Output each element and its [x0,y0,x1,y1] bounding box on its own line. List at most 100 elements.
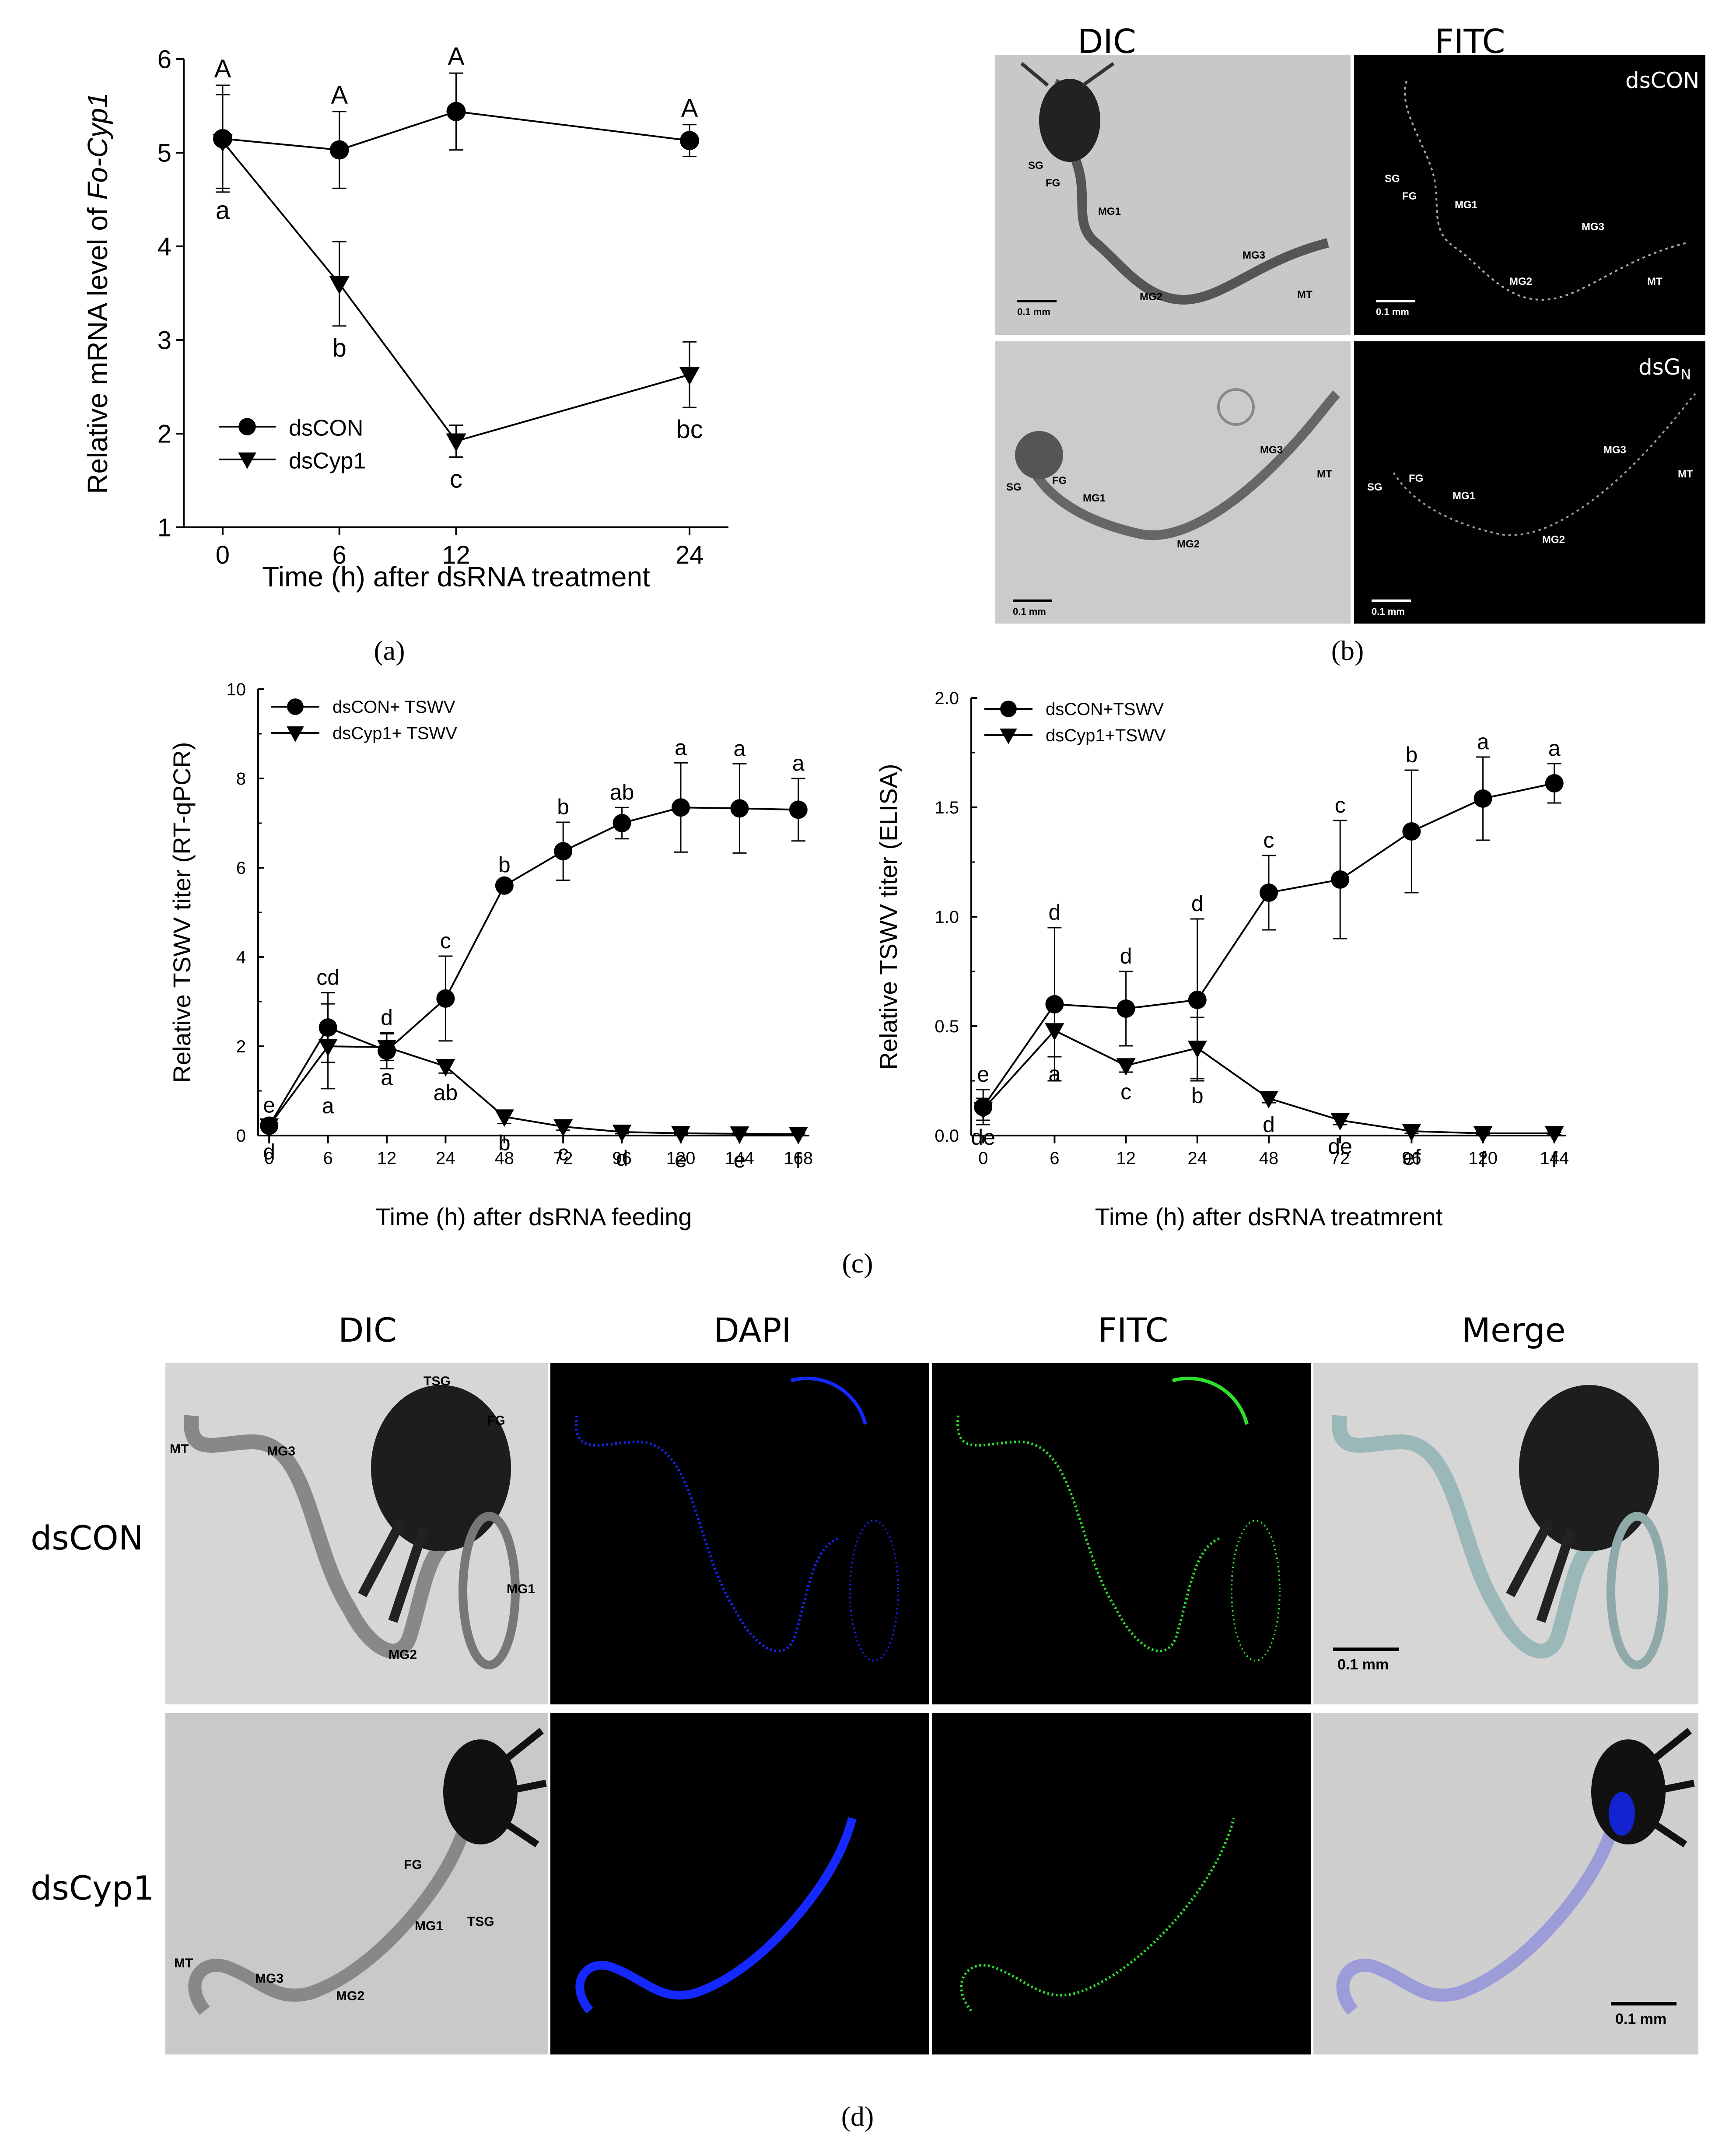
panel-d-row-dscyp1: dsCyp1 [31,1869,154,1907]
y-tick-label: 6 [236,859,246,878]
panel-d-dscon-merge: 0.1 mm [1313,1363,1698,1704]
x-tick-label: 12 [377,1149,397,1168]
caption-b: (b) [1331,635,1364,666]
significance-label: A [448,42,465,71]
data-point [671,1126,691,1143]
significance-label: ef [1403,1145,1421,1170]
data-point [1260,883,1278,902]
significance-label: a [733,736,746,761]
significance-label: a [381,1066,393,1090]
y-tick-label: 1.0 [934,908,959,927]
gut-label-fg: FG [404,1858,422,1872]
gut-label-mg3: MG3 [1242,249,1266,261]
gut-label-mg3: MG3 [255,1971,284,1986]
gut-label-mg3: MG3 [267,1444,296,1458]
significance-label: f [1551,1147,1558,1172]
y-tick-label: 10 [227,680,246,699]
significance-label: a [1048,1062,1060,1086]
data-point [612,1125,632,1142]
legend-label: dsCON+ TSWV [332,698,455,717]
data-point [1045,1023,1064,1041]
legend-marker [287,698,304,715]
panel-d-title-dic: DIC [338,1311,397,1350]
legend-entry: dsCyp1+TSWV [984,726,1166,745]
data-point [446,433,466,452]
legend-entry: dsCON+ TSWV [271,698,455,717]
gut-label-mg1: MG1 [1455,199,1478,211]
legend-label: dsCON+TSWV [1046,700,1164,719]
significance-label: d [1191,891,1204,916]
gut-label-tsg: TSG [467,1914,494,1929]
gut-outline [1393,393,1696,536]
data-point [329,140,349,160]
x-axis-label: Time (h) after dsRNA treatmrent [1095,1203,1443,1231]
significance-label: c [450,465,462,494]
significance-label: A [331,81,348,109]
significance-label: a [1548,736,1561,761]
y-tick-label: 6 [158,45,172,74]
significance-label: ab [610,780,634,804]
legend-label: dsCyp1 [289,448,366,473]
dapi-signal [575,1817,857,2014]
panel-d-dscon-dapi [550,1363,929,1704]
legend-label: dsCyp1+TSWV [1046,726,1166,745]
gut-label-fg: FG [1046,177,1060,189]
x-tick-label: 120 [1468,1149,1498,1168]
data-point [973,1102,993,1120]
gut-outline [1015,388,1340,540]
data-point [259,1118,279,1136]
data-point [1259,1091,1279,1109]
data-point [679,367,700,386]
significance-label: b [1191,1083,1204,1108]
x-tick-label: 120 [666,1149,696,1168]
series-dscon: A A A A [213,42,700,193]
data-point [554,842,573,861]
x-tick-label: 6 [1050,1149,1059,1168]
data-point [212,133,233,152]
significance-label: b [498,853,511,877]
y-tick-label: 4 [158,232,172,261]
y-tick-label: 4 [236,948,246,967]
y-tick-label: 0.0 [934,1126,959,1146]
gut-label-sg: SG [1385,173,1400,185]
scale-bar [1376,300,1415,302]
x-tick-label: 24 [676,541,704,569]
series-line [222,110,690,151]
series-line [268,806,798,1126]
x-tick-label: 0 [978,1149,988,1168]
y-axis-label: Relative TSWV titer (ELISA) [875,764,902,1069]
scale-text: 0.1 mm [1013,606,1046,617]
y-tick-label: 1 [158,513,172,542]
caption-d: (d) [841,2101,874,2132]
data-point [789,800,808,819]
x-tick-label: 72 [1330,1149,1350,1168]
scale-bar [1017,300,1057,302]
gut-label-mg3: MG3 [1603,444,1627,456]
data-point [1116,999,1135,1018]
significance-label: b [1405,743,1418,767]
legend-marker [238,452,256,469]
data-point [329,276,350,294]
dapi-signal [575,1376,899,1662]
scale-text: 0.1 mm [1337,1656,1389,1673]
gut-label-mt: MT [1678,468,1693,480]
gut-label-mg2: MG2 [388,1648,417,1662]
significance-label: de [971,1125,995,1150]
gut-label-fg: FG [1402,190,1417,202]
x-axis-label: Time (h) after dsRNA feeding [375,1203,692,1231]
chart-c-right: 0.0 0.5 1.0 1.5 2.0 0 6 12 24 48 72 96 120 144 Time (h… [875,689,1569,1231]
gut-label-mt: MT [170,1442,189,1456]
panel-b-label-dscon: dsCON [1625,68,1700,93]
significance-label: b [557,795,569,819]
data-point [494,1109,514,1127]
gut-outline [1332,1385,1668,1669]
data-point [1402,1124,1421,1142]
panel-d-dscyp1-fitc [932,1713,1311,2054]
gut-label-mt: MT [1317,468,1332,480]
significance-label: c [1264,828,1274,852]
data-point [1473,1126,1493,1144]
data-point [612,814,631,832]
gut-label-sg: SG [1367,481,1382,493]
